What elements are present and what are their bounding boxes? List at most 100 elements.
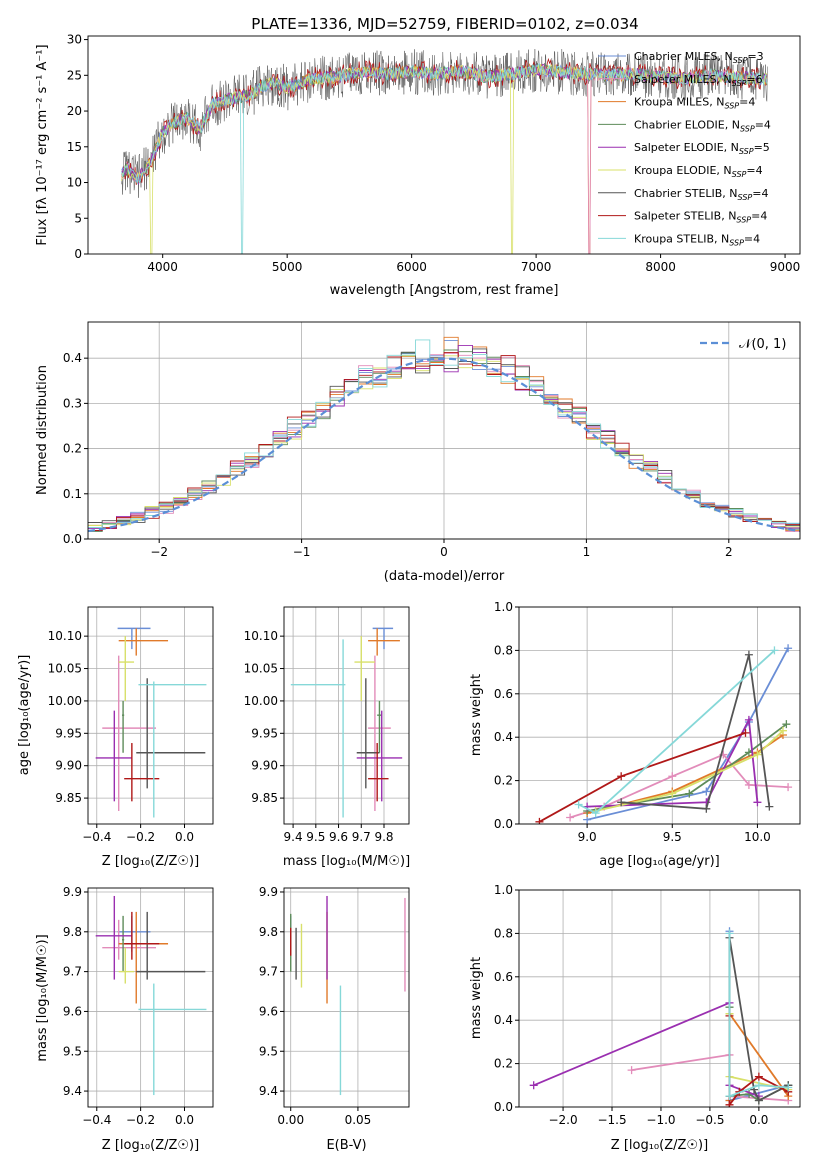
weight_vs_age-marker-1 bbox=[566, 813, 575, 822]
weight_vs_Z-xtick-label: 0.0 bbox=[749, 1113, 768, 1127]
weight_vs_age-frame bbox=[518, 606, 801, 825]
residual_hist-xtick-label: 1 bbox=[583, 545, 591, 559]
legend-label-8: Kroupa STELIB, NSSP=4 bbox=[634, 232, 760, 247]
age_vs_Z-ytick-label: 9.90 bbox=[55, 759, 82, 773]
spectrum-ytick-label: 5 bbox=[74, 211, 82, 225]
weight_vs_Z-frame bbox=[518, 889, 801, 1108]
residual_hist-xtick-label: 0 bbox=[440, 545, 448, 559]
weight_vs_age-marker-6 bbox=[744, 650, 753, 659]
weight_vs_Z-xtick-label: −1.0 bbox=[646, 1113, 675, 1127]
age_vs_Z-xtick-label: −0.4 bbox=[82, 830, 111, 844]
massZ-xlabel: Z [log₁₀(Z/Z☉)] bbox=[102, 1138, 199, 1153]
age_vs_mass-frame bbox=[283, 606, 410, 825]
massZ-ylabel: mass [log₁₀(M/M☉)] bbox=[35, 934, 50, 1061]
mass_vs_ebv-ytick-label: 9.9 bbox=[259, 885, 278, 899]
hist-ylabel: Normed distribution bbox=[35, 365, 50, 495]
age_vs_mass-ytick-label: 10.00 bbox=[244, 694, 278, 708]
weight_vs_age-marker-7 bbox=[617, 772, 626, 781]
weight_vs_Z-series-8 bbox=[728, 933, 789, 1098]
weight_vs_Z-marker-8 bbox=[784, 1083, 793, 1092]
weight_vs_age-series-0 bbox=[586, 647, 789, 821]
residual_hist-ytick-label: 0.2 bbox=[63, 442, 82, 456]
legend-label-7: Salpeter STELIB, NSSP=4 bbox=[634, 210, 767, 225]
mass_vs_ebv-ytick-label: 9.5 bbox=[259, 1044, 278, 1058]
spectrum-ytick-label: 10 bbox=[67, 176, 82, 190]
age_vs_Z-ytick-label: 9.95 bbox=[55, 726, 82, 740]
age_vs_Z-ytick-label: 10.10 bbox=[48, 629, 82, 643]
weight_vs_age-marker-1 bbox=[744, 780, 753, 789]
weight_vs_Z-ytick-label: 1.0 bbox=[494, 883, 513, 897]
weight_vs_age-marker-0 bbox=[702, 787, 711, 796]
weight_vs_age-ytick-label: 0.8 bbox=[494, 643, 513, 657]
weight_vs_age-marker-1 bbox=[668, 772, 677, 781]
weight_vs_age-marker-6 bbox=[702, 804, 711, 813]
weight_vs_age-marker-7 bbox=[535, 817, 544, 824]
age_vs_mass-ytick-label: 9.90 bbox=[251, 759, 278, 773]
weight_vs_age-marker-4 bbox=[744, 715, 753, 724]
legend-label-4: Salpeter ELODIE, NSSP=5 bbox=[634, 141, 770, 156]
legend-label-6: Chabrier STELIB, NSSP=4 bbox=[634, 187, 768, 202]
weight_vs_Z-xtick-label: −0.5 bbox=[695, 1113, 724, 1127]
ageZ-ylabel: age [log₁₀(age/yr)] bbox=[17, 655, 32, 776]
spectrum-frame bbox=[87, 35, 801, 255]
weight_vs_Z-marker-6 bbox=[754, 1096, 763, 1105]
figure-title: PLATE=1336, MJD=52759, FIBERID=0102, z=0… bbox=[251, 15, 638, 33]
weight_vs_age-series-6 bbox=[621, 654, 771, 810]
hist-legend-label: 𝒩(0, 1) bbox=[739, 337, 786, 352]
weight_vs_age-series-5 bbox=[595, 730, 784, 812]
weight_vs_age-marker-8 bbox=[591, 809, 600, 818]
weightZ-xlabel: Z [log₁₀(Z/Z☉)] bbox=[611, 1138, 708, 1153]
weight_vs_age-marker-1 bbox=[784, 783, 793, 792]
residual_hist-frame bbox=[87, 321, 801, 540]
age_vs_mass-ytick-label: 10.05 bbox=[244, 662, 278, 676]
ageZ-xlabel: Z [log₁₀(Z/Z☉)] bbox=[102, 854, 199, 869]
histogram-series-8 bbox=[88, 339, 800, 528]
mass_vs_Z-ytick-label: 9.8 bbox=[63, 925, 82, 939]
weight_vs_age-marker-6 bbox=[617, 798, 626, 807]
mass_vs_Z-ytick-label: 9.9 bbox=[63, 885, 82, 899]
mass_vs_ebv-ytick-label: 9.7 bbox=[259, 965, 278, 979]
weight_vs_Z-marker-7 bbox=[725, 1100, 734, 1107]
age_vs_mass-ytick-label: 9.95 bbox=[251, 726, 278, 740]
age_vs_mass-ytick-label: 10.10 bbox=[244, 629, 278, 643]
residual_hist-xtick-label: 2 bbox=[725, 545, 733, 559]
spectrum-ytick-label: 15 bbox=[67, 140, 82, 154]
weight_vs_age-marker-5 bbox=[753, 750, 762, 759]
weight_vs_Z-ytick-label: 0.8 bbox=[494, 926, 513, 940]
weight_vs_age-marker-8 bbox=[574, 800, 583, 809]
age_vs_mass-xtick-label: 9.7 bbox=[352, 830, 371, 844]
residual_hist-ytick-label: 0.3 bbox=[63, 396, 82, 410]
weight_vs_Z-ytick-label: 0.2 bbox=[494, 1057, 513, 1071]
legend-label-5: Kroupa ELODIE, NSSP=4 bbox=[634, 164, 763, 179]
spectrum-ytick-label: 20 bbox=[67, 104, 82, 118]
ebv-xlabel: E(B-V) bbox=[326, 1138, 366, 1153]
spectrum-ytick-label: 0 bbox=[74, 247, 82, 261]
age_vs_Z-ytick-label: 10.05 bbox=[48, 662, 82, 676]
mass_vs_Z-ytick-label: 9.4 bbox=[63, 1084, 82, 1098]
weight_vs_age-marker-7 bbox=[741, 728, 750, 737]
weight_vs_age-ytick-label: 0.4 bbox=[494, 730, 513, 744]
weight_vs_Z-marker-4 bbox=[529, 1081, 538, 1090]
mass_vs_ebv-xtick-label: 0.05 bbox=[345, 1113, 372, 1127]
age_vs_Z-frame bbox=[87, 606, 214, 825]
weight_vs_age-marker-6 bbox=[765, 802, 774, 811]
mass_vs_Z-ytick-label: 9.7 bbox=[63, 965, 82, 979]
residual_hist-ytick-label: 0.1 bbox=[63, 487, 82, 501]
weight_vs_Z-xtick-label: −2.0 bbox=[548, 1113, 577, 1127]
spectrum-xtick-label: 5000 bbox=[272, 260, 303, 274]
spectrum-xtick-label: 9000 bbox=[770, 260, 801, 274]
age_vs_mass-xtick-label: 9.6 bbox=[329, 830, 348, 844]
weight_vs_age-marker-5 bbox=[778, 726, 787, 735]
weight_vs_age-xtick-label: 9.0 bbox=[578, 830, 597, 844]
spectrum-xtick-label: 8000 bbox=[645, 260, 676, 274]
residual_hist-xtick-label: −2 bbox=[150, 545, 168, 559]
spectrum-xlabel: wavelength [Angstrom, rest frame] bbox=[330, 283, 559, 298]
hist-xlabel: (data-model)/error bbox=[384, 569, 505, 584]
residual_hist-ytick-label: 0.4 bbox=[63, 351, 82, 365]
weight_vs_Z-ytick-label: 0.6 bbox=[494, 970, 513, 984]
mass_vs_Z-xtick-label: −0.2 bbox=[126, 1113, 155, 1127]
mass_vs_ebv-ytick-label: 9.4 bbox=[259, 1084, 278, 1098]
legend-label-3: Chabrier ELODIE, NSSP=4 bbox=[634, 118, 771, 133]
weight_vs_Z-marker-8 bbox=[725, 1092, 734, 1101]
mass_vs_Z-xtick-label: −0.4 bbox=[82, 1113, 111, 1127]
